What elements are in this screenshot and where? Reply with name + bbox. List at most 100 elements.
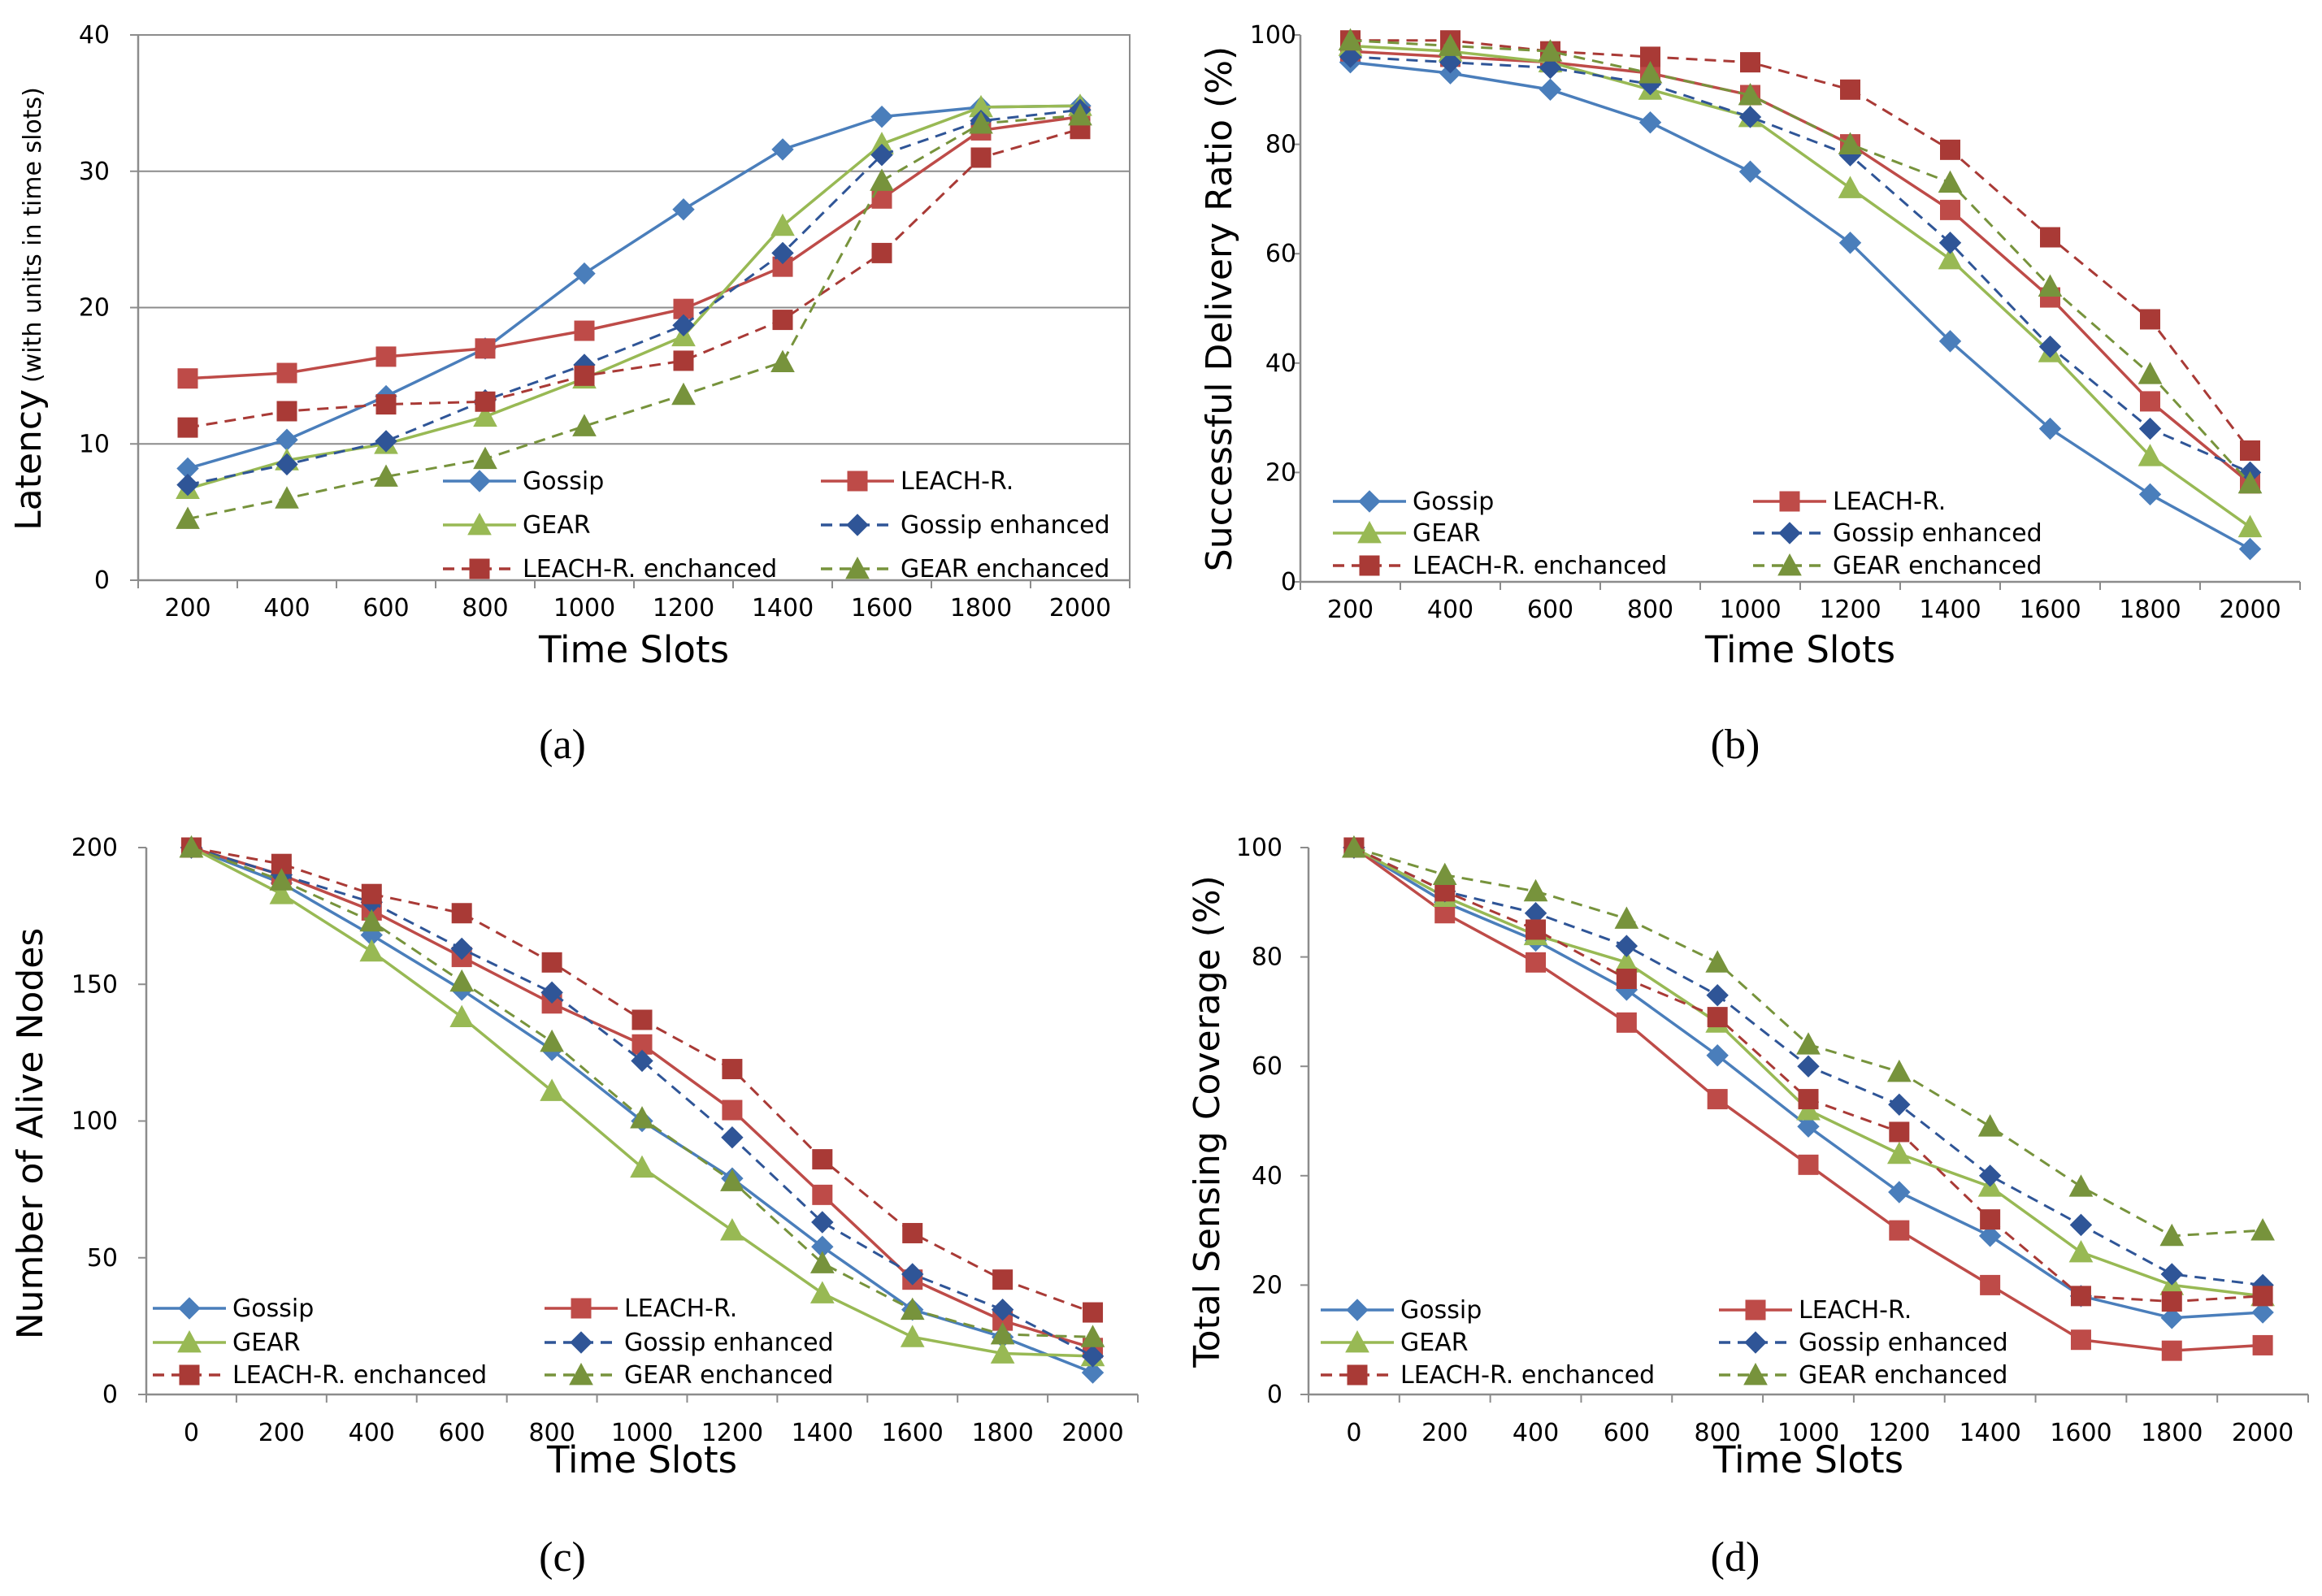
data-point-gossip [672, 198, 695, 221]
data-point-gear-enchanced [1523, 878, 1548, 902]
legend-label-leach-r: LEACH-R. [1833, 488, 1946, 516]
data-point-leach-r-enchanced [1707, 1007, 1728, 1028]
y-axis-title-main: Number of Alive Nodes [10, 928, 51, 1340]
legend: Gossip LEACH-R. GEAR Gossip enhanced LEACH-R… [1321, 1296, 2008, 1390]
legend-swatch-marker [177, 1329, 202, 1353]
legend-swatch-marker [569, 1362, 593, 1386]
y-axis-title: Total Sensing Coverage (%) [1187, 875, 1228, 1368]
x-tick-label: 800 [462, 594, 508, 622]
data-point-leach-r-enchanced [1083, 1302, 1104, 1323]
legend-swatch-marker [1743, 1362, 1768, 1386]
series-gear-enchanced [1342, 835, 2275, 1247]
data-point-leach-r-enchanced [1940, 139, 1960, 160]
y-axis-title-main: Total Sensing Coverage (%) [1187, 875, 1228, 1368]
data-point-gossip-enhanced [1978, 1164, 2002, 1187]
legend-label-gossip-enhanced: Gossip enhanced [1833, 519, 2042, 548]
x-tick-label: 400 [349, 1419, 395, 1447]
panel-caption: (a) [539, 722, 586, 768]
series-line-gossip-enhanced [1350, 55, 2251, 474]
data-point-gear-enchanced [473, 446, 497, 470]
legend: Gossip LEACH-R. GEAR Gossip enhanced LEACH-R… [1333, 488, 2042, 580]
data-point-gossip-enhanced [540, 981, 563, 1004]
legend-label-leach-r-enchanced: LEACH-R. enchanced [1400, 1361, 1655, 1390]
legend-swatch-marker [571, 1298, 592, 1319]
data-point-leach-r-enchanced [2252, 1286, 2273, 1307]
data-point-gossip-enhanced [721, 1125, 744, 1149]
x-tick-label: 1800 [2141, 1419, 2203, 1447]
series-line-leach-r-enchanced [1350, 39, 2251, 452]
x-tick-label: 1400 [752, 594, 814, 622]
x-tick-label: 1200 [653, 594, 714, 622]
legend-label-gossip: Gossip [1400, 1296, 1482, 1325]
data-point-gossip-enhanced [450, 937, 473, 961]
y-tick-label: 150 [72, 970, 118, 999]
y-tick-label: 10 [79, 430, 110, 458]
legend-label-gossip: Gossip [232, 1295, 314, 1323]
x-axis-title: Time Slots [538, 628, 729, 671]
x-tick-label: 1200 [1819, 596, 1881, 624]
data-point-gossip [771, 138, 794, 161]
data-point-leach-r [1526, 952, 1547, 973]
data-point-gossip [2038, 417, 2062, 440]
series-line-leach-r-enchanced [187, 128, 1081, 429]
data-point-gear-enchanced [449, 969, 475, 992]
data-point-gossip-enhanced [176, 473, 199, 497]
legend-swatch-marker [1744, 1331, 1767, 1354]
data-point-gear-enchanced [1338, 28, 1363, 51]
series-line-gossip [187, 104, 1081, 471]
data-point-gear-enchanced [1080, 1325, 1105, 1347]
x-tick-label: 800 [528, 1419, 575, 1447]
x-axis-title: Time Slots [1712, 1438, 1903, 1481]
data-point-leach-r-enchanced [1980, 1209, 2001, 1230]
legend-swatch-marker [845, 556, 870, 579]
data-point-gear [900, 1325, 925, 1347]
data-point-leach-r [1980, 1274, 2001, 1295]
data-point-gear [720, 1218, 744, 1241]
data-point-gear-enchanced [2159, 1223, 2185, 1247]
data-point-leach-r [2161, 1340, 2182, 1361]
data-point-gossip [2238, 537, 2262, 561]
data-point-gear-enchanced [1886, 1059, 1912, 1082]
panel-caption: (d) [1711, 1534, 1760, 1581]
y-tick-label: 100 [72, 1108, 118, 1136]
data-point-leach-r-enchanced [992, 1269, 1013, 1290]
data-point-leach-r-enchanced [772, 310, 793, 331]
data-point-leach-r [375, 346, 397, 367]
data-point-gossip [1978, 1225, 2002, 1247]
y-tick-label: 100 [1250, 21, 1296, 50]
data-point-gear-enchanced [2068, 1174, 2094, 1197]
legend-label-leach-r-enchanced: LEACH-R. enchanced [523, 555, 777, 583]
x-tick-label: 1000 [1777, 1419, 1839, 1447]
data-point-gear-enchanced [359, 909, 384, 932]
data-point-leach-r [276, 362, 297, 384]
data-point-leach-r-enchanced [631, 1009, 653, 1030]
x-tick-label: 2000 [2219, 596, 2281, 624]
legend-label-gear-enchanced: GEAR enchanced [901, 555, 1109, 583]
data-point-gossip [1539, 78, 1562, 102]
legend-label-gossip: Gossip [1413, 488, 1494, 516]
data-point-gossip-enhanced [1439, 50, 1462, 74]
data-point-gear [630, 1155, 654, 1178]
data-point-gear-enchanced [1938, 170, 1963, 193]
data-point-leach-r [177, 368, 198, 389]
legend-label-gossip-enhanced: Gossip enhanced [1799, 1329, 2008, 1357]
data-point-gossip [1938, 330, 1962, 353]
data-point-leach-r-enchanced [812, 1149, 833, 1170]
panel-caption: (b) [1711, 722, 1760, 768]
data-point-leach-r-enchanced [2140, 309, 2160, 330]
data-point-gear-enchanced [1538, 39, 1563, 62]
data-point-gossip-enhanced [1938, 232, 1962, 254]
data-point-gossip-enhanced [1615, 935, 1638, 957]
legend-label-gossip-enhanced: Gossip enhanced [624, 1329, 834, 1357]
series-gear-enchanced [176, 102, 1092, 529]
data-point-gossip [1797, 1115, 1820, 1138]
x-tick-label: 1600 [2050, 1419, 2112, 1447]
legend-swatch-marker [1347, 1364, 1368, 1386]
y-tick-label: 20 [1265, 458, 1296, 487]
data-point-leach-r [574, 320, 595, 341]
data-point-gear-enchanced [2038, 274, 2063, 297]
y-tick-label: 30 [79, 158, 110, 186]
data-point-leach-r-enchanced [2040, 227, 2060, 248]
